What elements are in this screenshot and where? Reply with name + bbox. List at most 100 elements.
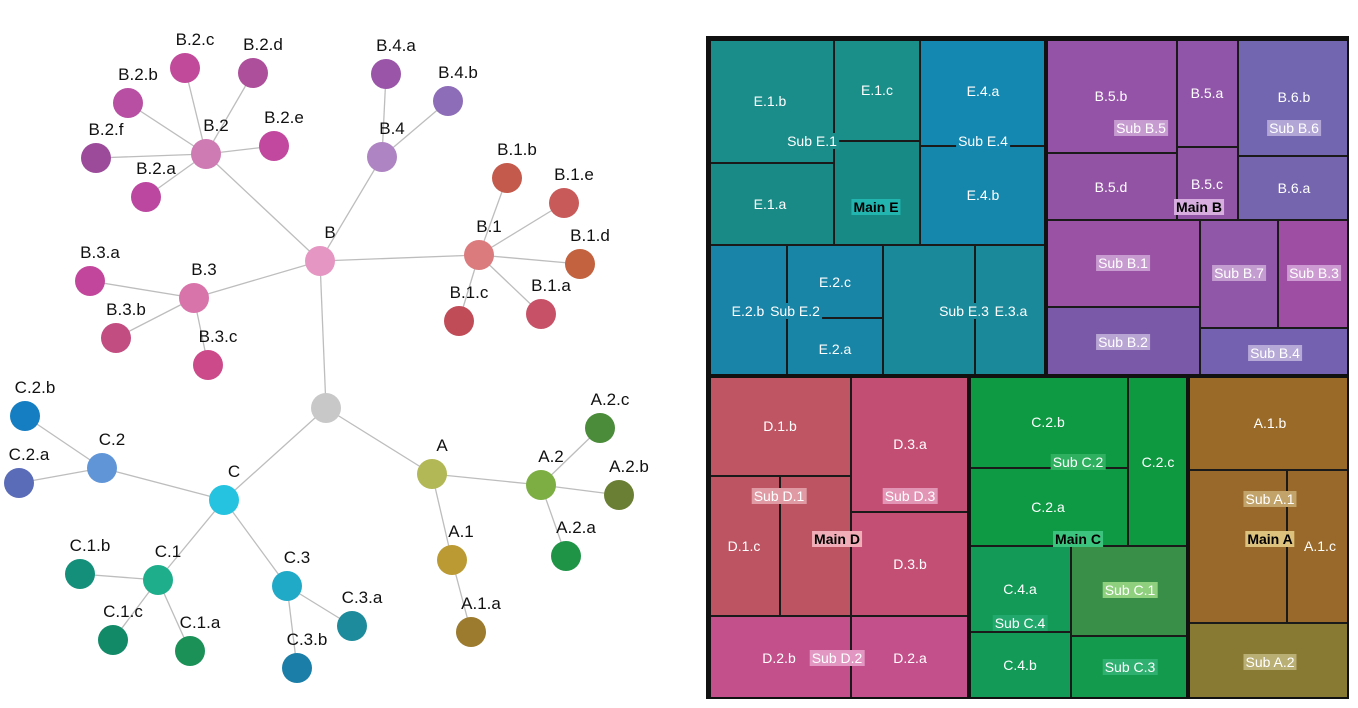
- tree-node-C-1: [143, 565, 173, 595]
- treemap-leaf-label: E.1.a: [753, 196, 787, 212]
- treemap-sub-label: Sub D.2: [809, 650, 865, 666]
- treemap-leaf-label: D.1.b: [763, 418, 797, 434]
- treemap-sub-label: Sub B.5: [1114, 120, 1168, 136]
- treemap-sub-label: Sub C.1: [1102, 582, 1158, 598]
- tree-node-B: [305, 246, 335, 276]
- tree-node-label: A.2.a: [556, 518, 596, 537]
- treemap-sub-label: Sub C.2: [1050, 454, 1106, 470]
- tree-node-root: [311, 393, 341, 423]
- tree-node-B-2-f: [81, 143, 111, 173]
- tree-node-label: C.1.a: [180, 613, 221, 632]
- tree-edge: [95, 153, 207, 159]
- tree-node-C-3-a: [337, 611, 367, 641]
- treemap: E.1.b E.1.c E.1.a E.4.a E.4.b E.2.b E.2.c E.2.a…: [706, 36, 1349, 699]
- tree-edge: [205, 153, 321, 262]
- tree-edge: [24, 415, 103, 469]
- tree-node-label: C.3: [284, 548, 310, 567]
- treemap-cell-E-1-a: [709, 163, 834, 245]
- treemap-main-label: Main B: [1174, 199, 1224, 215]
- tree-node-label: B.2: [203, 116, 229, 135]
- tree-node-label: B.3.a: [80, 243, 120, 262]
- treemap-leaf-label: D.2.a: [893, 650, 927, 666]
- treemap-sub-label: Sub E.4: [956, 133, 1010, 149]
- tree-node-B-4-b: [433, 86, 463, 116]
- tree-node-B-2: [191, 139, 221, 169]
- treemap-leaf-label: E.1.c: [861, 82, 893, 98]
- tree-edge: [319, 156, 383, 262]
- treemap-leaf-label: D.3.a: [893, 436, 927, 452]
- treemap-cell-B-6-a: [1238, 156, 1349, 220]
- tree-node-label: B.4.a: [376, 36, 416, 55]
- tree-node-B-1-d: [565, 249, 595, 279]
- treemap-sub-label: Sub A.1: [1243, 491, 1297, 507]
- tree-node-label: C.1: [155, 542, 181, 561]
- treemap-cell-A-1-b: [1188, 376, 1349, 470]
- tree-edge: [89, 280, 195, 299]
- treemap-sub-label: Sub B.1: [1096, 255, 1150, 271]
- tree-node-label: C.1.c: [103, 602, 143, 621]
- treemap-leaf-label: C.2.a: [1031, 499, 1065, 515]
- treemap-leaf-label: E.3.a: [994, 303, 1028, 319]
- treemap-cell-E-1-c: [834, 39, 920, 141]
- tree-edge: [223, 499, 288, 587]
- tree-node-label: B.3.b: [106, 300, 146, 319]
- treemap-leaf-label: E.2.a: [818, 341, 852, 357]
- treemap-cell-C-2-c: [1128, 376, 1188, 546]
- treemap-leaf-label: B.5.a: [1190, 85, 1224, 101]
- treemap-leaf-label: E.4.b: [966, 187, 1000, 203]
- tree-node-B-3-b: [101, 323, 131, 353]
- tree-node-C-2-b: [10, 401, 40, 431]
- treemap-leaf-label: A.1.b: [1253, 415, 1287, 431]
- tree-edge: [127, 102, 207, 155]
- tree-node-C-2: [87, 453, 117, 483]
- tree-node-label: C.2.a: [9, 445, 50, 464]
- treemap-sub-label: Sub D.1: [751, 488, 807, 504]
- treemap-leaf-label: D.1.c: [727, 538, 761, 554]
- treemap-cell-E-2-a: [787, 318, 883, 376]
- tree-node-label: A.1.a: [461, 594, 501, 613]
- tree-node-B-4-a: [371, 59, 401, 89]
- treemap-sub-label: Sub D.3: [882, 488, 938, 504]
- tree-node-C-1-b: [65, 559, 95, 589]
- tree-edge: [193, 260, 321, 299]
- tree-node-A-2: [526, 470, 556, 500]
- treemap-leaf-label: C.2.c: [1141, 454, 1175, 470]
- tree-edge: [325, 407, 433, 475]
- treemap-leaf-label: A.1.c: [1304, 538, 1336, 554]
- treemap-sub-label: Sub E.1: [785, 133, 839, 149]
- treemap-cell-C-2-b: [969, 376, 1128, 468]
- tree-node-label: A.2.c: [591, 390, 630, 409]
- tree-node-B-2-b: [113, 88, 143, 118]
- tree-node-C-3-b: [282, 653, 312, 683]
- tree-node-label: C.3.a: [342, 588, 383, 607]
- tree-node-label: B.4: [379, 119, 405, 138]
- tree-node-A-2-a: [551, 541, 581, 571]
- treemap-cell-E-4-b: [920, 146, 1046, 245]
- tree-node-B-1-c: [444, 306, 474, 336]
- treemap-cell-E-4-a: [920, 39, 1046, 146]
- tree-node-label: C.2.b: [15, 378, 56, 397]
- treemap-cell-D-1-b: [709, 376, 851, 476]
- tree-node-B-2-d: [238, 58, 268, 88]
- treemap-sub-label: Sub A.2: [1243, 654, 1297, 670]
- tree-node-label: A: [436, 436, 448, 455]
- tree-edge: [157, 499, 225, 581]
- tree-edge: [319, 260, 327, 409]
- tree-node-B-3-a: [75, 266, 105, 296]
- tree-node-label: B.1.b: [497, 140, 537, 159]
- tree-node-B-1-b: [492, 163, 522, 193]
- tree-node-B-2-e: [259, 131, 289, 161]
- treemap-leaf-label: D.3.b: [893, 556, 927, 572]
- treemap-leaf-label: E.4.a: [966, 83, 1000, 99]
- treemap-leaf-label: E.2.c: [819, 274, 851, 290]
- treemap-leaf-label: B.5.b: [1094, 88, 1128, 104]
- treemap-sub-label: Sub C.4: [992, 615, 1048, 631]
- treemap-cell-E-1-main: [834, 141, 920, 245]
- tree-node-C-1-c: [98, 625, 128, 655]
- tree-node-B-1-e: [549, 188, 579, 218]
- tree-node-label: B.2.d: [243, 35, 283, 54]
- tree-node-label: B.4.b: [438, 63, 478, 82]
- tree-node-A-2-c: [585, 413, 615, 443]
- treemap-cell-B-5-a: [1177, 39, 1238, 147]
- treemap-sub-label: Sub B.4: [1248, 345, 1302, 361]
